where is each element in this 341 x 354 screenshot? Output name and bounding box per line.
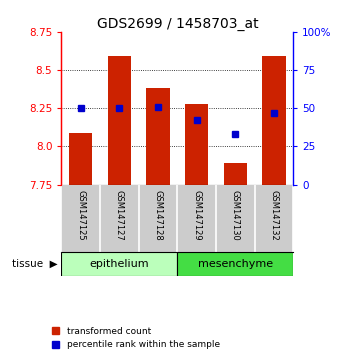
Bar (69, 133, 92, 184)
Text: GSM147129: GSM147129 (192, 190, 201, 240)
Text: mesenchyme: mesenchyme (198, 259, 273, 269)
Text: GSM147128: GSM147128 (153, 190, 163, 241)
Bar (224, 163, 247, 184)
Bar (185, 104, 208, 184)
Title: GDS2699 / 1458703_at: GDS2699 / 1458703_at (97, 17, 258, 31)
Text: GSM147132: GSM147132 (269, 190, 279, 241)
Legend: transformed count, percentile rank within the sample: transformed count, percentile rank withi… (52, 327, 220, 349)
Bar (146, 88, 169, 184)
Text: tissue  ▶: tissue ▶ (12, 259, 58, 269)
Bar (61, 252, 177, 276)
Text: GSM147130: GSM147130 (231, 190, 240, 241)
Bar (108, 56, 131, 184)
Text: GSM147125: GSM147125 (76, 190, 85, 240)
Text: epithelium: epithelium (90, 259, 149, 269)
Bar (177, 252, 293, 276)
Bar (262, 56, 285, 184)
Text: GSM147127: GSM147127 (115, 190, 124, 241)
